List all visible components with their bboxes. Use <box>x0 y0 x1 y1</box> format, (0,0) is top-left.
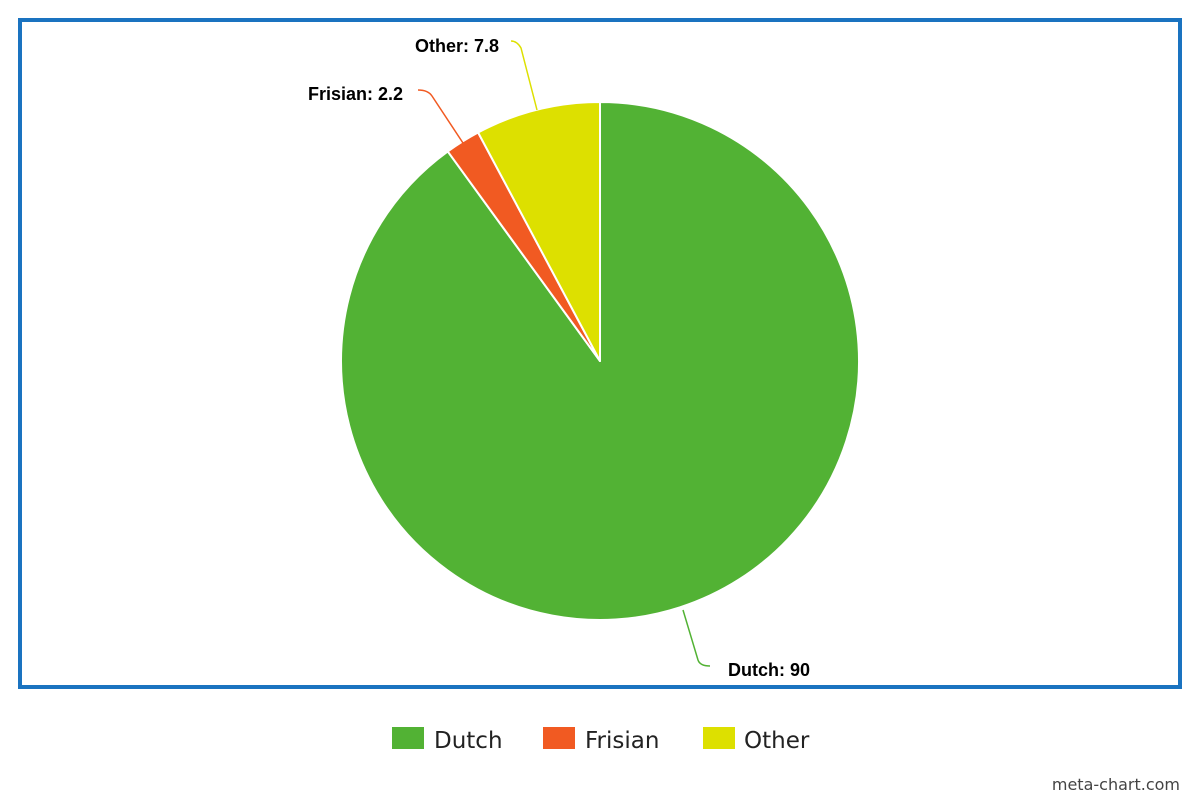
legend-label-other: Other <box>744 728 810 754</box>
data-label-dutch: Dutch: 90 <box>728 660 810 680</box>
connector-frisian <box>417 89 464 144</box>
credit-text: meta-chart.com <box>1052 775 1180 794</box>
legend: Dutch Frisian Other <box>392 727 810 754</box>
legend-swatch-frisian <box>543 727 575 749</box>
legend-swatch-other <box>703 727 735 749</box>
legend-label-dutch: Dutch <box>434 728 503 754</box>
data-labels: Dutch: 90 Frisian: 2.2 Other: 7.8 <box>308 36 810 680</box>
data-label-other: Other: 7.8 <box>415 36 499 56</box>
legend-swatch-dutch <box>392 727 424 749</box>
legend-label-frisian: Frisian <box>585 728 659 754</box>
connector-other <box>510 40 538 111</box>
pie-slices <box>340 101 860 621</box>
label-connectors <box>417 40 711 667</box>
data-label-frisian: Frisian: 2.2 <box>308 84 403 104</box>
connector-dutch <box>682 609 711 667</box>
